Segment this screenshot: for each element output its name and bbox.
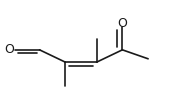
Text: O: O xyxy=(4,43,14,56)
Text: O: O xyxy=(117,17,127,30)
